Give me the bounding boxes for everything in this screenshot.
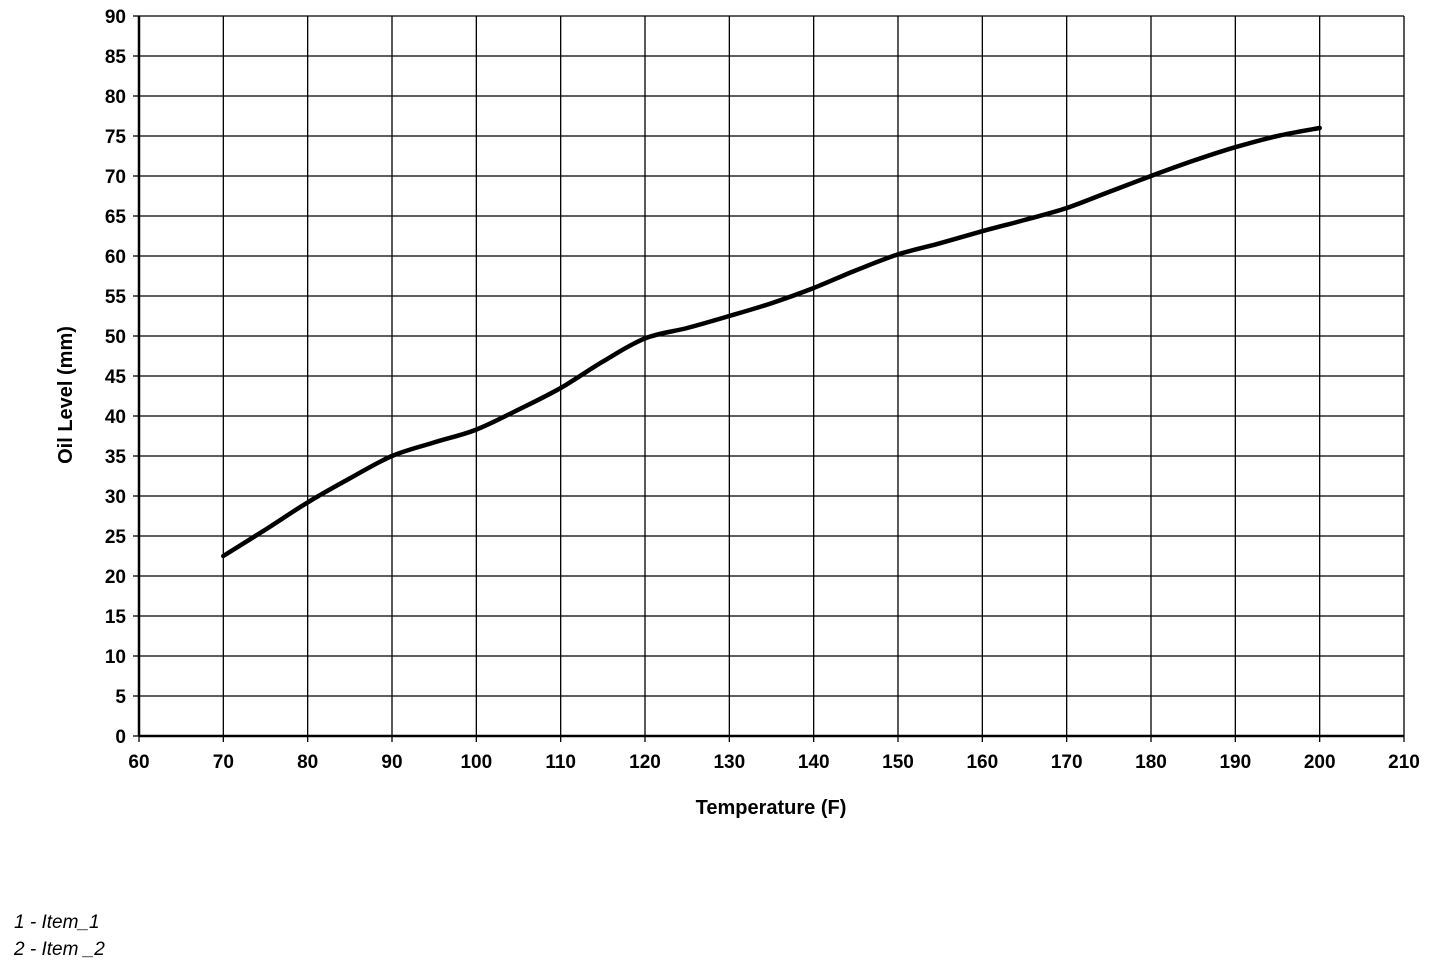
y-tick-label: 25 xyxy=(105,527,127,548)
x-tick-labels: 60 70 80 90 100 110 120 130 140 150 160 170 180 190 20… xyxy=(128,752,1419,773)
x-tick-label: 130 xyxy=(713,752,745,773)
y-tick-label: 50 xyxy=(105,327,126,348)
line-chart: 0 5 10 15 20 25 30 35 40 45 50 55 60 65 70 75 80 85 90 60 7… xyxy=(55,7,1420,819)
x-tick-label: 140 xyxy=(798,752,830,773)
series-group xyxy=(221,125,1322,559)
y-tick-label: 0 xyxy=(115,727,126,748)
x-tick-label: 190 xyxy=(1219,752,1251,773)
y-tick-label: 70 xyxy=(105,167,126,188)
x-tick-label: 160 xyxy=(966,752,998,773)
y-tick-label: 45 xyxy=(105,367,127,388)
x-tick-label: 180 xyxy=(1135,752,1167,773)
y-tick-label: 75 xyxy=(105,127,127,148)
x-tick-label: 90 xyxy=(381,752,402,773)
y-tick-label: 40 xyxy=(105,407,126,428)
x-axis-title: Temperature (F) xyxy=(696,797,847,819)
y-tick-label: 80 xyxy=(105,87,126,108)
footnote-2: 2 - Item _2 xyxy=(14,939,105,960)
axes xyxy=(133,15,1405,742)
y-tick-label: 55 xyxy=(105,287,127,308)
grid-lines xyxy=(138,15,1405,737)
x-tick-label: 120 xyxy=(629,752,661,773)
y-tick-label: 60 xyxy=(105,247,126,268)
y-tick-label: 10 xyxy=(105,647,126,668)
x-tick-label: 80 xyxy=(297,752,318,773)
x-tick-label: 60 xyxy=(128,752,149,773)
x-tick-label: 100 xyxy=(460,752,492,773)
y-axis-title: Oil Level (mm) xyxy=(55,326,77,464)
footnote-1: 1 - Item_1 xyxy=(14,912,100,933)
x-tick-label: 70 xyxy=(213,752,234,773)
x-tick-label: 210 xyxy=(1388,752,1420,773)
x-tick-label: 200 xyxy=(1304,752,1336,773)
y-tick-label: 5 xyxy=(115,687,126,708)
x-tick-label: 110 xyxy=(545,752,576,773)
y-tick-label: 20 xyxy=(105,567,126,588)
y-tick-label: 35 xyxy=(105,447,127,468)
y-tick-label: 65 xyxy=(105,207,127,228)
y-tick-label: 15 xyxy=(105,607,127,628)
y-tick-label: 90 xyxy=(105,7,126,28)
oil-level-line xyxy=(221,125,1322,559)
y-tick-labels: 0 5 10 15 20 25 30 35 40 45 50 55 60 65 70 75 80 85 90 xyxy=(105,7,127,748)
x-tick-label: 150 xyxy=(882,752,914,773)
x-tick-label: 170 xyxy=(1051,752,1083,773)
y-tick-label: 85 xyxy=(105,47,127,68)
y-tick-label: 30 xyxy=(105,487,126,508)
footnotes: 1 - Item_1 2 - Item _2 xyxy=(14,909,105,963)
